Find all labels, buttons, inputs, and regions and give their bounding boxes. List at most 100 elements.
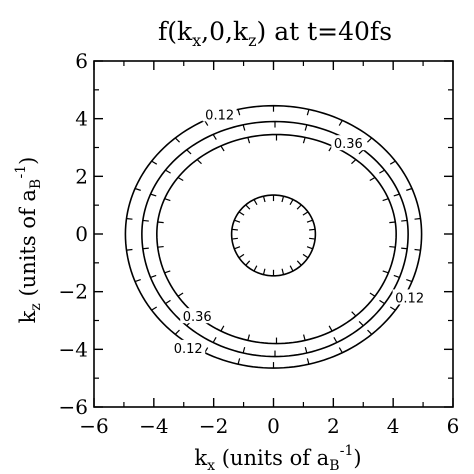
contour-line [230, 194, 317, 277]
contour-hachure [142, 219, 149, 222]
contour-hachure [150, 274, 157, 279]
contour-hachure [351, 311, 357, 317]
contour-hachure [379, 169, 385, 174]
contour-label: 0.12 [395, 291, 424, 306]
y-axis-label-part: (units of a [16, 189, 40, 303]
x-axis-label-part: k [194, 446, 207, 470]
contour-hachure [157, 221, 164, 224]
contour-hachure [328, 325, 333, 332]
contour-hachure [231, 237, 238, 240]
contour-hachure [306, 246, 313, 250]
chart-title-part: ,0,k [201, 17, 249, 46]
y-axis-label-part: k [16, 310, 40, 323]
contour-hachure [234, 246, 241, 250]
contour-hachure [212, 336, 217, 343]
contour-hachure [389, 245, 396, 248]
contour-hachure [165, 169, 171, 174]
contour-hachure [296, 204, 302, 210]
contour-hachure [358, 149, 364, 155]
contour-hachure [309, 228, 316, 231]
contour-hachure [306, 109, 310, 116]
contour-hachure [369, 176, 376, 181]
contour-label-mask [331, 135, 366, 151]
contour-label-mask [180, 308, 215, 324]
contour-hachure [238, 253, 245, 259]
x-tick-label: 6 [447, 414, 460, 438]
contour-hachure [302, 211, 309, 216]
contour-hachure [393, 193, 400, 197]
contour-hachure [304, 347, 308, 354]
contour-hachure [174, 329, 180, 335]
y-tick-label: 4 [75, 107, 88, 131]
contour-hachure [406, 279, 413, 283]
contour-hachure [212, 134, 217, 140]
contour-hachure [245, 204, 251, 210]
x-axis-label-subscript: B [329, 458, 340, 474]
contour-hachure [358, 320, 364, 327]
y-tick-label: 2 [75, 164, 88, 188]
contour-hachure [367, 329, 373, 335]
contour-hachure [379, 299, 385, 305]
chart-title-subscript: x [192, 31, 201, 50]
x-axis-label-superscript: -1 [340, 443, 354, 459]
y-axis-label: kz (units of aB-1) [13, 157, 44, 324]
x-axis-label: kx (units of aB-1) [194, 443, 361, 474]
contour-hachure [306, 219, 313, 223]
y-axis-label-subscript: z [28, 303, 44, 310]
y-axis-label-subscript: B [28, 179, 44, 190]
contour-line [124, 104, 423, 369]
contour-hachure [134, 187, 141, 191]
contour-label: 0.12 [174, 342, 203, 357]
x-axis-label-subscript: x [207, 458, 215, 474]
contour-hachure [164, 198, 171, 202]
contour-hachure [262, 268, 266, 275]
contour-hachure [406, 187, 413, 191]
contour-hachure [382, 198, 389, 202]
contour-label: 0.12 [205, 108, 234, 123]
contour-hachure [302, 137, 306, 144]
contour-hachure [238, 211, 245, 216]
contour-lines [124, 104, 423, 369]
contour-hachure [253, 199, 258, 206]
contour-hachure [401, 247, 408, 250]
contour-hachure [247, 137, 251, 144]
y-axis-label-superscript: -1 [13, 165, 29, 179]
contour-hachure [389, 306, 396, 311]
contour-hachure [186, 149, 192, 155]
contour-hachure [338, 347, 343, 354]
contour-hachure [389, 221, 396, 224]
contour-hachure [333, 336, 338, 343]
contour-hachure [134, 279, 141, 283]
axis-ticks: −6 −4 −2 0 2 4 6 −6 −4 −2 0 2 4 6 [59, 49, 460, 438]
y-tick-label: −4 [59, 337, 88, 361]
contour-hachure [309, 237, 316, 240]
contour-hachure [165, 299, 171, 305]
y-axis-label-part: ) [16, 157, 40, 165]
contour-hachure [150, 193, 157, 197]
contour-hachure [174, 137, 181, 143]
contour-hachure [289, 199, 294, 206]
contour-hachure [304, 124, 308, 131]
contour-label-mask [392, 289, 427, 305]
contour-hachure [302, 253, 309, 259]
contour-hachure [281, 268, 285, 275]
contour-hachure [351, 159, 357, 165]
chart-title-subscript: z [248, 31, 256, 50]
contour-hachure [242, 347, 246, 354]
contour-hachure [262, 196, 266, 203]
contour-hachure [177, 292, 184, 297]
x-tick-label: −2 [199, 414, 228, 438]
x-tick-label: −4 [139, 414, 168, 438]
contour-hachure [306, 358, 310, 365]
contour-label-mask [171, 339, 206, 355]
contour-hachure [414, 217, 421, 220]
x-tick-label: 0 [267, 414, 280, 438]
y-tick-label: −6 [59, 395, 88, 419]
contour-hachure [242, 124, 246, 131]
contour-hachure [245, 260, 251, 266]
contour-hachure [231, 228, 238, 231]
contour-hachure [281, 196, 285, 203]
contour-label: 0.36 [334, 137, 363, 152]
contour-hachure [237, 109, 241, 116]
contour-hachure [401, 219, 408, 222]
